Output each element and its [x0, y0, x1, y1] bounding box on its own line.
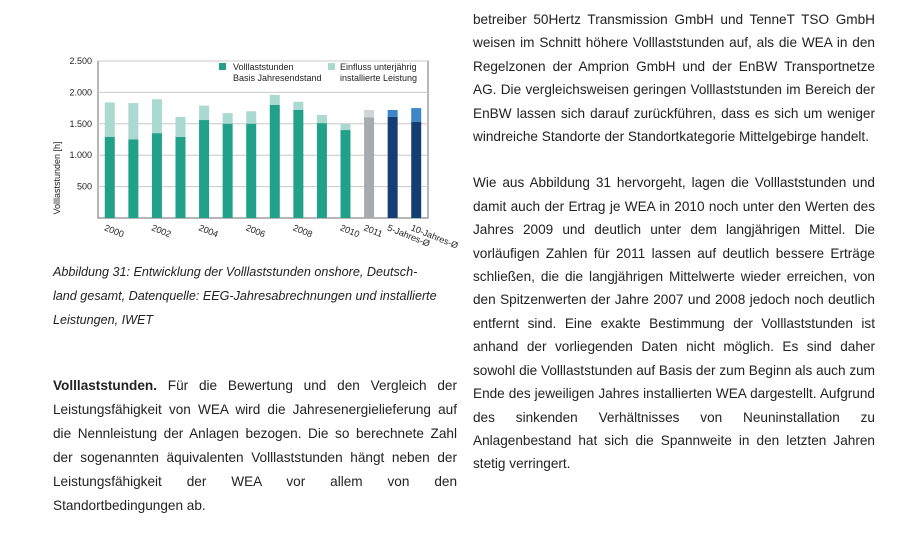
x-tick-label: 2006 [244, 223, 266, 240]
legend-swatch-base [219, 63, 226, 70]
bar-base [222, 123, 233, 218]
bar-influence [364, 109, 375, 118]
caption-line-3: Leistungen, IWET [53, 313, 154, 327]
x-tick-label: 2002 [150, 223, 172, 240]
bar-base [316, 123, 327, 218]
paragraph-lead: Volllaststunden. [53, 378, 157, 393]
bar-influence [199, 105, 210, 121]
bar-influence [246, 111, 257, 124]
bar-influence [316, 115, 327, 124]
bar-influence [340, 123, 351, 131]
legend-label-base-line2: Basis Jahresendstand [233, 73, 322, 83]
bar-base [128, 139, 139, 218]
right-text-column: betreiber 50Hertz Transmission GmbH und … [473, 8, 875, 476]
bar-influence [293, 101, 304, 110]
bar-base [411, 121, 422, 218]
top-edge [0, 0, 470, 6]
chart-svg: 500 1.000 1.500 2.000 2.500 2000 2002 2004 2006 2… [52, 56, 460, 251]
bar-influence [269, 94, 280, 105]
bar-influence [175, 116, 186, 137]
bar-influence [128, 103, 139, 140]
bar-base [151, 133, 162, 218]
body-paragraph-left: Volllaststunden. Für die Bewertung und d… [53, 374, 457, 518]
legend-label-base-line1: Volllaststunden [233, 62, 294, 72]
figure-caption: Abbildung 31: Entwicklung der Volllastst… [53, 260, 453, 332]
plot-frame [97, 60, 429, 219]
bar-base [246, 123, 257, 218]
x-tick-label: 2010 [339, 223, 361, 240]
y-tick-label: 1.000 [69, 150, 92, 160]
x-tick-label: 2008 [292, 223, 314, 240]
bar-influence [222, 113, 233, 124]
y-tick-label: 2.000 [69, 87, 92, 97]
legend-swatch-influence [328, 63, 335, 70]
legend-label-influence-line2: installierte Leistung [340, 73, 417, 83]
bar-base [199, 120, 210, 218]
bar-influence [104, 102, 115, 137]
bar-base [340, 130, 351, 218]
bar-influence [387, 109, 398, 117]
bar-influence [151, 99, 162, 134]
caption-line-2: land gesamt, Datenquelle: EEG-Jahresabre… [53, 289, 437, 303]
right-paragraph-2: Wie aus Abbildung 31 hervorgeht, lagen d… [473, 175, 875, 472]
y-tick-label: 500 [77, 182, 92, 192]
y-tick-label: 2.500 [69, 56, 92, 66]
bar-base [364, 117, 375, 218]
bar-base [104, 136, 115, 218]
bar-base [387, 116, 398, 218]
bar-base [293, 109, 304, 218]
bar-base [175, 136, 186, 218]
volllaststunden-chart: 500 1.000 1.500 2.000 2.500 2000 2002 2004 2006 2… [44, 48, 464, 260]
y-tick-label: 1.500 [69, 119, 92, 129]
x-tick-label: 2011 [362, 223, 384, 240]
y-axis-label: Volllaststunden [h] [52, 141, 62, 214]
bar-influence [411, 108, 422, 122]
bar-base [269, 104, 280, 218]
caption-line-1: Abbildung 31: Entwicklung der Volllastst… [53, 265, 418, 279]
right-paragraph-1: betreiber 50Hertz Transmission GmbH und … [473, 12, 875, 145]
x-tick-label: 2000 [103, 223, 125, 240]
x-tick-label: 2004 [197, 223, 219, 240]
paragraph-text: Für die Bewertung und den Vergleich der … [53, 378, 457, 513]
legend-label-influence-line1: Einfluss unterjährig [340, 62, 417, 72]
